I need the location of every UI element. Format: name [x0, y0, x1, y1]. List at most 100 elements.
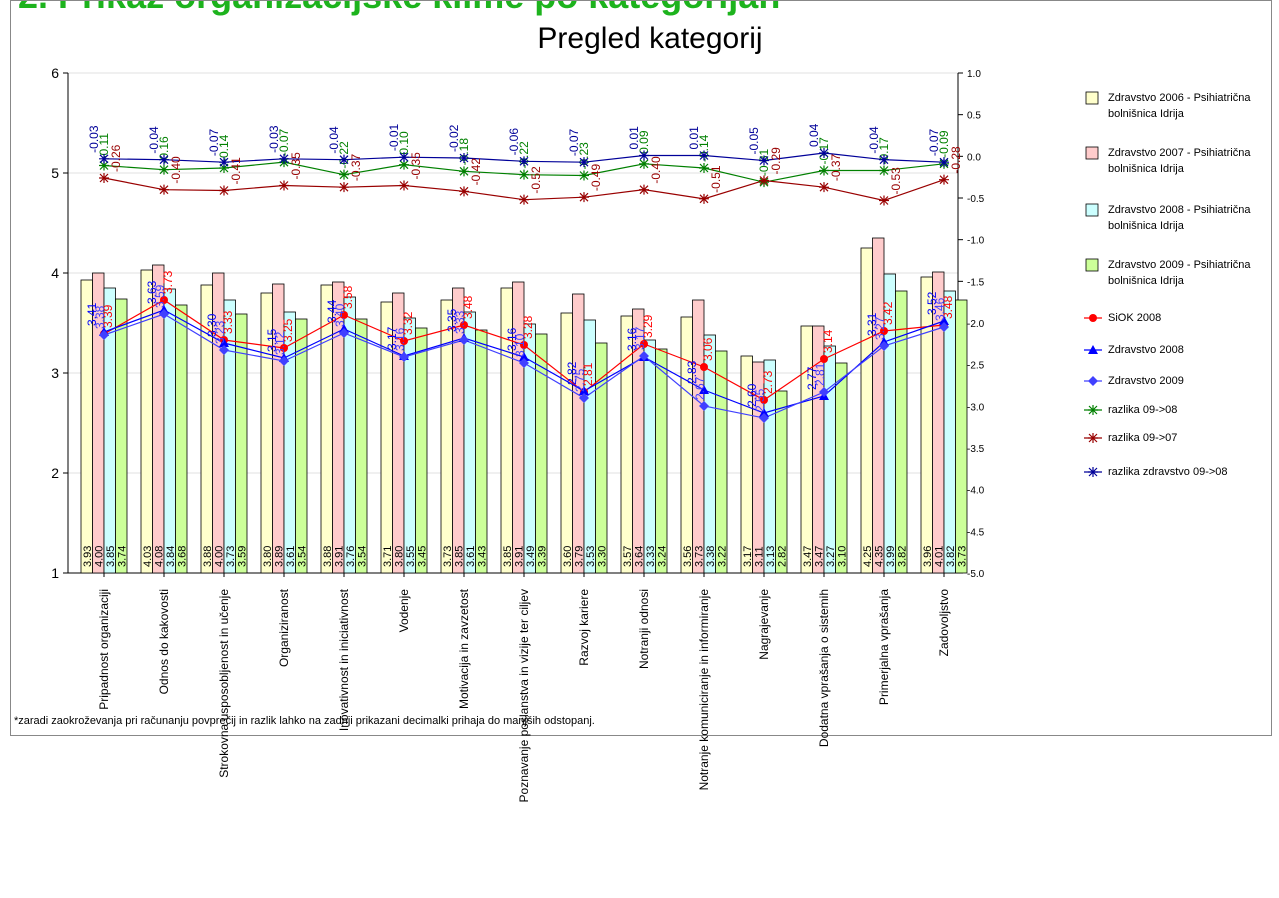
marker — [280, 344, 288, 352]
marker — [699, 163, 709, 173]
chart-title: Pregled kategorij — [537, 22, 762, 55]
marker — [339, 328, 349, 338]
marker — [639, 351, 649, 361]
marker — [759, 408, 769, 417]
bar — [895, 290, 908, 574]
bar — [163, 288, 176, 574]
bar-value-label: 3.39 — [536, 546, 548, 567]
marker — [760, 396, 768, 404]
bar-value-label: 3.88 — [202, 546, 214, 567]
bar-value-label: 3.47 — [813, 546, 825, 567]
point-value-label: 3.33 — [453, 310, 467, 334]
point-value-label: -0.37 — [829, 153, 843, 181]
bar-value-label: 3.88 — [322, 546, 334, 567]
bar-value-label: 3.80 — [393, 546, 405, 567]
marker — [399, 352, 409, 362]
point-value-label: -0.09 — [937, 130, 951, 158]
legend-swatch — [1085, 203, 1099, 217]
point-value-label: 3.52 — [925, 291, 939, 315]
x-tick-label: Notranje komuniciranje in informiranje — [697, 589, 711, 791]
point-value-label: -0.07 — [277, 128, 291, 156]
point-value-label: 2.75 — [573, 368, 587, 392]
y2-tick-label: 0.5 — [967, 111, 981, 122]
marker — [879, 341, 889, 351]
point-value-label: 2.81 — [581, 362, 595, 386]
y2-tick-label: -1.0 — [967, 236, 985, 247]
bar-value-label: 3.91 — [513, 546, 525, 567]
marker — [939, 322, 949, 332]
bar — [463, 311, 476, 574]
marker — [699, 385, 709, 394]
bar-value-label: 3.55 — [405, 546, 417, 567]
bar-value-label: 3.61 — [465, 546, 477, 567]
bar — [583, 319, 596, 574]
bar-value-label: 3.27 — [825, 546, 837, 567]
point-value-label: -0.07 — [927, 128, 941, 156]
marker — [579, 157, 589, 168]
x-tick-label: Nagrajevanje — [757, 589, 771, 660]
point-value-label: -0.05 — [747, 127, 761, 155]
bar — [535, 333, 548, 574]
bar-value-label: 3.24 — [656, 546, 668, 567]
point-value-label: 3.15 — [265, 328, 279, 352]
x-tick-label: Vodenje — [397, 589, 411, 633]
point-value-label: -0.40 — [169, 156, 183, 184]
point-value-label: 3.48 — [941, 295, 955, 319]
marker — [459, 335, 469, 345]
marker — [99, 173, 109, 183]
marker — [159, 184, 169, 195]
bar-value-label: 3.56 — [682, 546, 694, 567]
marker — [99, 160, 109, 171]
marker — [339, 182, 349, 193]
point-value-label: -0.10 — [397, 131, 411, 159]
bar-value-label: 3.53 — [585, 546, 597, 567]
marker — [699, 150, 709, 161]
point-value-label: -0.37 — [349, 153, 363, 181]
legend-marker — [1088, 345, 1098, 354]
marker — [699, 193, 709, 204]
point-value-label: 3.10 — [513, 333, 527, 357]
point-value-label: -0.03 — [87, 125, 101, 153]
bar-value-label: 3.57 — [622, 546, 634, 567]
point-value-label: -0.53 — [889, 167, 903, 195]
marker — [279, 356, 289, 366]
bar — [835, 362, 848, 574]
point-value-label: 3.39 — [101, 304, 115, 328]
point-value-label: 3.27 — [873, 316, 887, 340]
marker — [579, 393, 589, 403]
point-value-label: 2.60 — [745, 383, 759, 407]
y-tick-label: 4 — [51, 265, 59, 281]
marker — [159, 154, 169, 165]
marker — [400, 337, 408, 345]
point-value-label: 3.06 — [701, 337, 715, 361]
point-value-label: -0.01 — [387, 123, 401, 151]
legend-label: SiOK 2008 — [1108, 312, 1162, 324]
bar-value-label: 4.25 — [862, 546, 874, 567]
marker — [880, 327, 888, 335]
bar — [355, 318, 368, 574]
x-tick-label: Notranji odnosi — [637, 589, 651, 669]
marker — [459, 166, 469, 177]
bar-value-label: 3.84 — [165, 546, 177, 567]
x-tick-label: Dodatna vprašanja o sistemih — [817, 589, 831, 747]
bar — [800, 325, 813, 574]
marker — [639, 158, 649, 169]
point-value-label: -0.52 — [529, 166, 543, 194]
point-value-label: -0.28 — [949, 146, 963, 174]
marker — [879, 195, 889, 206]
point-value-label: -0.14 — [217, 134, 231, 162]
marker — [219, 163, 229, 173]
bar — [175, 304, 188, 574]
point-value-label: 3.12 — [273, 331, 287, 355]
marker — [579, 386, 589, 395]
bar-value-label: 3.85 — [502, 546, 514, 567]
x-tick-label: Zadovoljstvo — [937, 589, 951, 657]
bar-value-label: 3.74 — [116, 546, 128, 567]
legend-label: Zdravstvo 2007 - Psihiatrična bolnišnica… — [1108, 147, 1251, 175]
point-value-label: 3.16 — [625, 327, 639, 351]
point-value-label: 2.77 — [805, 366, 819, 390]
marker — [339, 154, 349, 165]
point-value-label: 0.01 — [627, 126, 641, 150]
point-value-label: 3.14 — [821, 329, 835, 353]
